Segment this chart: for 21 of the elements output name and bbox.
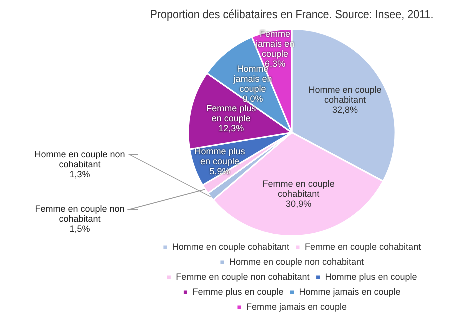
slice-label: Homme en couple cohabitant bbox=[308, 85, 382, 106]
data-label: 1,3% bbox=[70, 169, 90, 180]
data-label: 12,3% bbox=[218, 123, 244, 134]
legend-label: Homme plus en couple bbox=[325, 272, 418, 282]
legend-label: Homme en couple cohabitant bbox=[172, 242, 290, 252]
data-label: 1,5% bbox=[70, 224, 90, 234]
legend-label: Femme jamais en couple bbox=[246, 302, 348, 312]
legend-label: Homme en couple non cohabitant bbox=[229, 256, 365, 267]
legend-label: Femme en couple cohabitant bbox=[305, 242, 422, 252]
legend-label: Femme en couple non cohabitant bbox=[176, 272, 310, 282]
legend-label: Homme jamais en couple bbox=[299, 286, 401, 297]
slice-label: Homme plus en couple bbox=[194, 146, 246, 166]
chart-title: Proportion des célibataires en France. Source: Insee, 2011. bbox=[150, 9, 434, 22]
slice-label: Femme en couple non cohabitant bbox=[35, 204, 125, 224]
data-label: 30,9% bbox=[286, 198, 312, 209]
data-label: 9,0% bbox=[242, 94, 264, 104]
slice-label: Femme en couple cohabitant bbox=[262, 178, 335, 199]
legend-label: Femme plus en couple bbox=[192, 286, 284, 297]
slice-label: Femme plus en couple bbox=[206, 103, 257, 124]
data-label: 32,8% bbox=[332, 105, 358, 116]
slice-label: Homme en couple non cohabitant bbox=[34, 149, 126, 170]
